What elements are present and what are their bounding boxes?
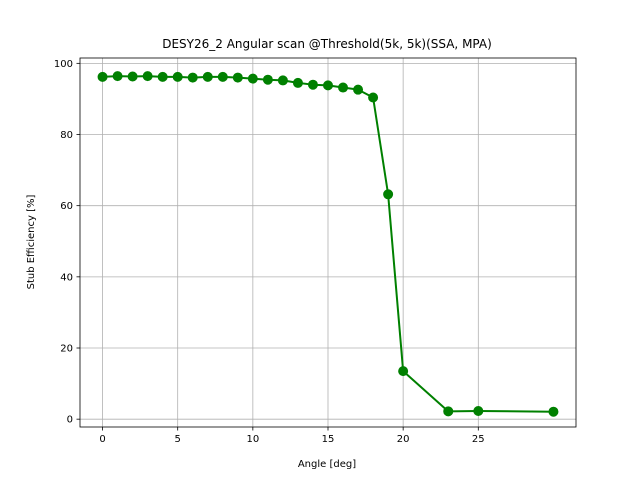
data-point (277, 75, 288, 86)
data-point (398, 366, 409, 377)
data-point (548, 406, 559, 417)
y-tick-label: 20 (60, 344, 73, 355)
data-point (232, 72, 243, 83)
x-tick-label: 5 (175, 434, 181, 445)
data-point (292, 77, 303, 88)
chart-title: DESY26_2 Angular scan @Threshold(5k, 5k)… (162, 37, 492, 51)
data-point (202, 71, 213, 82)
x-tick-label: 10 (246, 434, 259, 445)
data-point (187, 72, 198, 83)
x-axis-label: Angle [deg] (298, 459, 356, 470)
x-tick-label: 20 (397, 434, 410, 445)
data-point (247, 73, 258, 84)
x-tick-label: 15 (322, 434, 335, 445)
data-point (383, 189, 394, 200)
y-tick-label: 100 (54, 59, 73, 70)
y-tick-label: 60 (60, 201, 73, 212)
y-tick-label: 0 (67, 415, 73, 426)
grid-lines (80, 58, 576, 427)
x-tick-label: 25 (472, 434, 485, 445)
data-point (368, 92, 379, 103)
data-point (157, 71, 168, 82)
axis-ticks: 0 5 10 15 20 25 0 20 40 60 80 100 (54, 59, 485, 445)
series-layer (97, 71, 559, 417)
data-point (97, 71, 108, 82)
data-point (473, 405, 484, 416)
y-axis-label: Stub Efficiency [%] (26, 195, 37, 290)
data-point (307, 79, 318, 90)
data-point (127, 71, 138, 82)
data-point (142, 71, 153, 82)
data-point (262, 74, 273, 85)
data-point (217, 71, 228, 82)
data-point (172, 71, 183, 82)
data-point (112, 71, 123, 82)
y-tick-label: 80 (60, 130, 73, 141)
data-point (353, 84, 364, 95)
data-point (443, 406, 454, 417)
data-point (338, 82, 349, 93)
y-tick-label: 40 (60, 272, 73, 283)
data-point (323, 80, 333, 91)
x-tick-label: 0 (99, 434, 105, 445)
